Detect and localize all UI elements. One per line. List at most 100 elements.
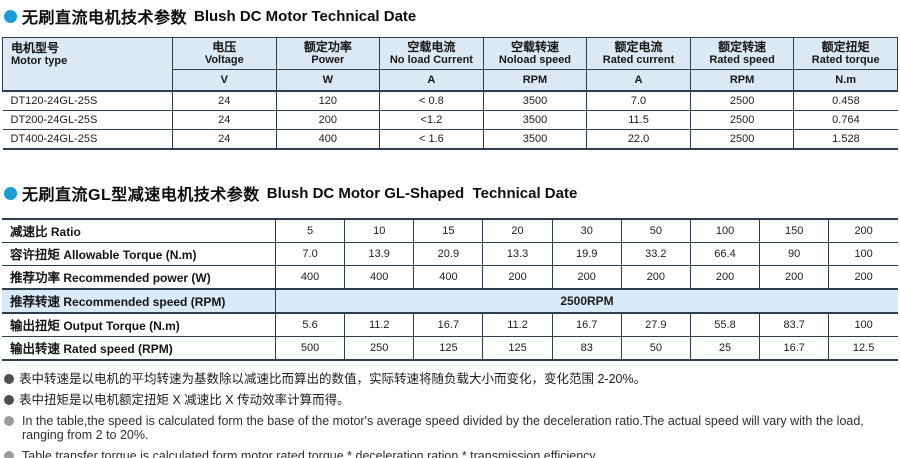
value-cell: 5 bbox=[274, 218, 346, 243]
row-label: 推荐功率 Recommended power (W) bbox=[2, 265, 276, 290]
header-zh: 空载转速 bbox=[510, 40, 559, 54]
merged-value-cell: 2500RPM bbox=[275, 288, 898, 314]
footnote: In the table,the speed is calculated for… bbox=[4, 414, 896, 442]
header-zh: 额定功率 bbox=[303, 40, 352, 54]
value-cell: 200 bbox=[275, 110, 381, 130]
value-cell: 30 bbox=[551, 218, 622, 243]
motor-row: DT200-24GL-25S 24 200 <1.2 3500 11.5 2500 0.764 bbox=[2, 110, 898, 130]
footnote-text: 表中转速是以电机的平均转速为基数除以减速比而算出的数值，实际转速将随负载大小而变… bbox=[19, 372, 647, 386]
value-cell: 15 bbox=[413, 218, 484, 243]
value-cell: 100 bbox=[828, 312, 898, 337]
header-zh: 额定转速 bbox=[718, 40, 767, 54]
gear-row: 减速比 Ratio 5 10 15 20 30 50 100 150 200 bbox=[2, 218, 898, 243]
row-label-zh: 推荐转速 bbox=[10, 295, 61, 309]
value-cell: 200 bbox=[828, 265, 898, 290]
value-cell: 200 bbox=[482, 265, 553, 290]
value-cell: 400 bbox=[413, 265, 484, 290]
value-cell: 120 bbox=[275, 90, 381, 111]
row-label-zh: 减速比 bbox=[10, 225, 48, 239]
value-cell: 100 bbox=[689, 218, 761, 243]
row-label: 减速比 Ratio bbox=[2, 218, 276, 243]
motor-table: 电机型号 Motor type 电压 Voltage 额定功率 Power 空载电流 No l… bbox=[2, 37, 898, 150]
value-cell: 7.0 bbox=[274, 242, 346, 266]
footnote: Table transfer torque is calculated form… bbox=[4, 449, 896, 458]
footnote-text: 表中扭矩是以电机额定扭矩 X 减速比 X 传动效率计算而得。 bbox=[19, 393, 350, 407]
motor-col-header: 额定扭矩 Rated torque bbox=[793, 37, 898, 70]
value-cell: 66.4 bbox=[689, 242, 761, 266]
value-cell: 16.7 bbox=[551, 312, 622, 337]
bullet-icon bbox=[4, 9, 17, 23]
footnote-text: In the table,the speed is calculated for… bbox=[22, 414, 864, 442]
gear-row: 容许扭矩 Allowable Torque (N.m) 7.0 13.9 20.9 13… bbox=[2, 242, 898, 266]
value-cell: 100 bbox=[828, 242, 898, 266]
motor-col-header: 额定电流 Rated current bbox=[586, 37, 691, 70]
motor-row: DT120-24GL-25S 24 120 < 0.8 3500 7.0 2500 0.458 bbox=[2, 90, 898, 111]
bullet-icon bbox=[4, 395, 14, 405]
value-cell: 55.8 bbox=[689, 312, 761, 337]
row-label: 推荐转速 Recommended speed (RPM) bbox=[2, 288, 276, 314]
value-cell: 83.7 bbox=[759, 312, 830, 337]
row-label-en: Allowable Torque (N.m) bbox=[60, 248, 197, 262]
unit-cell: V bbox=[172, 69, 277, 92]
header-en: Power bbox=[311, 54, 345, 66]
value-cell: 11.5 bbox=[586, 110, 691, 130]
value-cell: 22.0 bbox=[586, 129, 691, 150]
header-en: Rated current bbox=[602, 54, 675, 66]
value-cell: 33.2 bbox=[620, 242, 691, 266]
section-title-motor-en: Blush DC Motor Technical Date bbox=[194, 7, 417, 25]
motor-col-header: 电压 Voltage bbox=[172, 37, 277, 70]
row-label-en: Recommended speed (RPM) bbox=[60, 295, 226, 309]
value-cell: 2500 bbox=[689, 90, 795, 111]
row-label-zh: 推荐功率 bbox=[10, 271, 61, 285]
model-cell: DT200-24GL-25S bbox=[2, 110, 173, 130]
value-cell: 200 bbox=[620, 265, 691, 290]
value-cell: 125 bbox=[482, 336, 553, 361]
unit-cell: N.m bbox=[793, 69, 898, 92]
bullet-icon bbox=[4, 186, 17, 200]
header-zh: 额定电流 bbox=[614, 40, 663, 54]
footnotes: 表中转速是以电机的平均转速为基数除以减速比而算出的数值，实际转速将随负载大小而变… bbox=[4, 372, 896, 458]
value-cell: 400 bbox=[344, 265, 415, 290]
gear-row: 推荐功率 Recommended power (W) 400 400 400 200 20… bbox=[2, 265, 898, 290]
gear-row: 输出扭矩 Output Torque (N.m) 5.6 11.2 16.7 11.2 1… bbox=[2, 312, 898, 337]
header-en: No load Current bbox=[389, 54, 473, 66]
model-cell: DT120-24GL-25S bbox=[2, 90, 173, 111]
value-cell: 16.7 bbox=[759, 336, 830, 361]
header-zh: 空载电流 bbox=[407, 40, 456, 54]
value-cell: 7.0 bbox=[586, 90, 691, 111]
header-zh: 额定扭矩 bbox=[821, 40, 870, 54]
value-cell: 125 bbox=[413, 336, 484, 361]
section-title-gear-en: Blush DC Motor GL-Shaped Technical Date bbox=[266, 184, 578, 202]
value-cell: 200 bbox=[759, 265, 830, 290]
value-cell: 0.458 bbox=[793, 90, 898, 111]
row-label-en: Recommended power (W) bbox=[60, 271, 211, 285]
value-cell: 1.528 bbox=[793, 129, 898, 150]
header-en: Noload speed bbox=[498, 54, 572, 66]
value-cell: 90 bbox=[759, 242, 830, 266]
motor-row: DT400-24GL-25S 24 400 < 1.6 3500 22.0 2500 1.52… bbox=[2, 129, 898, 150]
value-cell: 250 bbox=[344, 336, 415, 361]
value-cell: 24 bbox=[172, 129, 277, 150]
header-en: Voltage bbox=[204, 54, 244, 66]
value-cell: 2500 bbox=[689, 110, 795, 130]
value-cell: 3500 bbox=[482, 110, 588, 130]
value-cell: 200 bbox=[689, 265, 761, 290]
value-cell: 500 bbox=[274, 336, 346, 361]
motor-col-header: 空载电流 No load Current bbox=[379, 37, 484, 70]
value-cell: <1.2 bbox=[379, 110, 484, 130]
value-cell: 20.9 bbox=[413, 242, 484, 266]
value-cell: 10 bbox=[344, 218, 415, 243]
row-label-zh: 输出转速 bbox=[10, 342, 61, 356]
row-label: 输出转速 Rated speed (RPM) bbox=[2, 336, 276, 361]
header-en: Rated torque bbox=[811, 54, 880, 66]
value-cell: 2500 bbox=[689, 129, 795, 150]
value-cell: 200 bbox=[551, 265, 622, 290]
header-en: Rated speed bbox=[709, 54, 775, 66]
value-cell: < 1.6 bbox=[379, 129, 484, 150]
value-cell: 5.6 bbox=[274, 312, 346, 337]
row-label: 容许扭矩 Allowable Torque (N.m) bbox=[2, 242, 276, 266]
value-cell: 400 bbox=[275, 129, 381, 150]
section-title-motor-zh: 无刷直流电机技术参数 bbox=[22, 10, 188, 27]
value-cell: 83 bbox=[551, 336, 622, 361]
